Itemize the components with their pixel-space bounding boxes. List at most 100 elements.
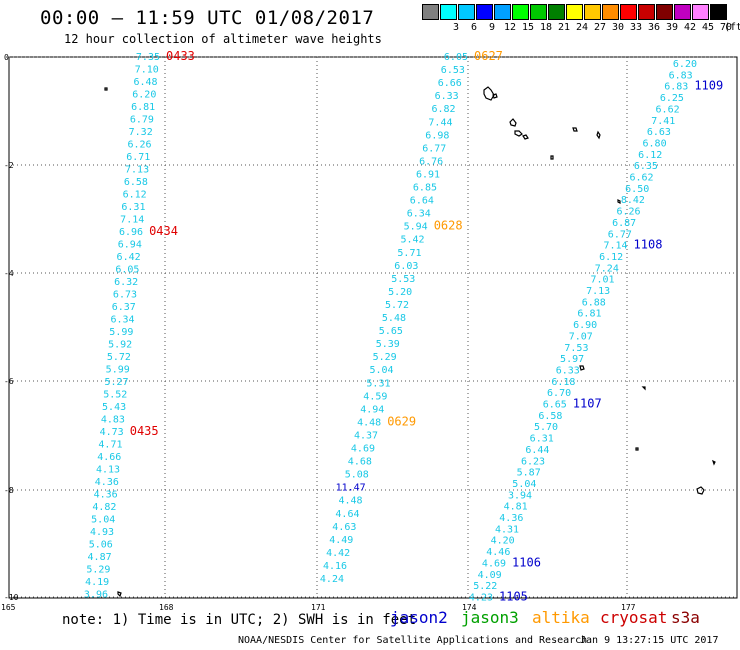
wave-height-value: 4.81 [504, 502, 528, 513]
legend-label: 42 [683, 22, 697, 33]
legend-label: 6 [470, 22, 478, 33]
wave-height-value: 6.48 [133, 77, 157, 88]
legend-swatch [566, 4, 583, 20]
wave-height-value: 5.27 [104, 377, 128, 388]
island [550, 155, 554, 160]
wave-height-value: 5.65 [379, 326, 403, 337]
wave-height-value: 6.31 [121, 202, 145, 213]
legend-label: 70 [719, 22, 733, 33]
wave-height-value: 6.44 [525, 445, 549, 456]
wave-height-value: 5.39 [376, 339, 400, 350]
wave-height-value: 6.73 [113, 290, 137, 301]
chart-subtitle: 12 hour collection of altimeter wave hei… [64, 32, 382, 46]
wave-height-value: 4.64 [335, 509, 359, 520]
wave-height-value: 5.20 [388, 287, 412, 298]
pass-time-label: 0628 [434, 219, 463, 233]
legend-label: 21 [557, 22, 571, 33]
wave-height-value: 5.29 [373, 352, 397, 363]
pass-time-label: 0435 [130, 424, 159, 438]
wave-height-value: 6.05 [115, 265, 139, 276]
wave-height-value: 5.08 [345, 470, 369, 481]
wave-height-value: 4.73 [100, 427, 124, 438]
pass-time-label: 1109 [694, 79, 723, 93]
wave-height-value: 6.87 [612, 218, 636, 229]
legend-swatch [674, 4, 691, 20]
satellite-name-jason2: jason2 [390, 608, 448, 627]
legend-swatch [602, 4, 619, 20]
wave-height-value: 7.53 [564, 343, 588, 354]
wave-height-value: 6.12 [599, 252, 623, 263]
legend-label: 27 [593, 22, 607, 33]
legend-label: 15 [521, 22, 535, 33]
pass-time-label: 0629 [387, 414, 416, 428]
satellite-name-jason3: jason3 [461, 608, 519, 627]
wave-height-value: 5.42 [401, 235, 425, 246]
wave-height-value: 6.33 [435, 91, 459, 102]
wave-height-value: 7.13 [586, 286, 610, 297]
wave-height-value: 6.33 [556, 365, 580, 376]
wave-height-value: 3.96 [84, 590, 108, 601]
wave-height-value: 7.24 [595, 263, 619, 274]
legend-label: 39 [665, 22, 679, 33]
wave-height-value: 4.31 [495, 524, 519, 535]
island [711, 459, 716, 466]
satellite-name-cryosat: cryosat [600, 608, 668, 627]
wave-height-value: 4.20 [491, 536, 515, 547]
island [579, 365, 585, 371]
wave-height-value: 6.77 [608, 229, 632, 240]
wave-height-value: 4.09 [478, 570, 502, 581]
island [617, 199, 621, 204]
wave-height-value: 6.77 [422, 143, 446, 154]
wave-height-value: 5.99 [109, 327, 133, 338]
wave-height-value: 7.14 [603, 241, 627, 252]
wave-height-value: 4.42 [326, 548, 350, 559]
wave-height-value: 6.64 [410, 196, 434, 207]
wave-height-value: 6.85 [413, 183, 437, 194]
wave-height-value: 4.49 [329, 535, 353, 546]
wave-height-value: 5.99 [106, 365, 130, 376]
wave-height-value: 4.82 [92, 502, 116, 513]
generated-timestamp: Jan 9 13:27:15 UTC 2017 [580, 635, 719, 646]
wave-height-value: 5.52 [103, 390, 127, 401]
credit-text: NOAA/NESDIS Center for Satellite Applica… [238, 635, 588, 646]
wave-height-value: 6.23 [521, 456, 545, 467]
wave-height-value: 4.36 [499, 513, 523, 524]
pass-time-label: 1105 [499, 589, 528, 603]
lat-label: -2 [4, 161, 14, 170]
wave-height-value: 6.05 [444, 52, 468, 63]
wave-height-value: 6.81 [577, 309, 601, 320]
wave-height-value: 5.43 [102, 402, 126, 413]
wave-height-value: 6.83 [664, 82, 688, 93]
wave-height-value: 6.63 [647, 127, 671, 138]
wave-height-value: 11.47 [336, 483, 366, 494]
wave-height-value: 4.69 [482, 558, 506, 569]
legend-swatch [512, 4, 529, 20]
wave-height-value: 4.23 [469, 592, 493, 603]
island [509, 118, 517, 127]
lat-label: 0 [4, 53, 9, 62]
wave-height-value: 5.04 [512, 479, 536, 490]
legend-label: 30 [611, 22, 625, 33]
pass-time-label: 0433 [166, 49, 195, 63]
wave-height-value: 6.65 [543, 400, 567, 411]
satellite-name-altika: altika [532, 608, 590, 627]
wave-height-value: 4.36 [95, 477, 119, 488]
wave-height-value: 4.66 [97, 452, 121, 463]
legend-swatch [692, 4, 709, 20]
legend-label: 36 [647, 22, 661, 33]
island [117, 591, 122, 598]
lon-label: 168 [159, 603, 174, 612]
wave-height-value: 5.53 [391, 274, 415, 285]
wave-height-value: 6.58 [124, 177, 148, 188]
legend-label: 18 [539, 22, 553, 33]
wave-height-value: 4.69 [351, 444, 375, 455]
wave-height-value: 3.94 [508, 490, 532, 501]
wave-height-value: 7.14 [120, 215, 144, 226]
wave-height-value: 5.92 [108, 340, 132, 351]
lon-label: 171 [311, 603, 326, 612]
wave-height-value: 6.66 [438, 78, 462, 89]
island [596, 130, 601, 140]
wave-height-value: 6.70 [547, 388, 571, 399]
wave-height-value: 6.80 [643, 138, 667, 149]
